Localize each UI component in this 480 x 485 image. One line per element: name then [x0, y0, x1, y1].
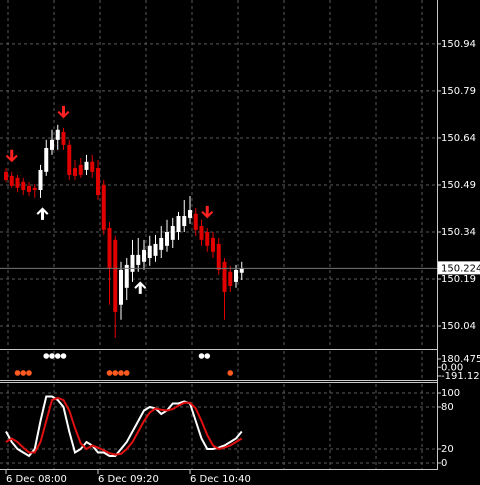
y-tick-label: 180.4751: [441, 354, 480, 365]
signal-dot: [60, 353, 67, 359]
y-tick-label: 80: [441, 402, 454, 413]
y-tick-label: 150.34: [441, 227, 476, 238]
candle-body: [182, 216, 187, 227]
candle-body: [21, 181, 26, 190]
candle-body: [147, 245, 152, 259]
candle-body: [124, 264, 129, 288]
candle-body: [188, 210, 192, 218]
signal-dot: [49, 353, 55, 359]
candle-body: [142, 249, 146, 262]
candle-body: [32, 187, 37, 190]
candle-body: [239, 268, 244, 273]
oscillator-line: [5, 395, 243, 458]
candle-body: [27, 185, 31, 192]
candle-body: [9, 175, 14, 186]
y-tick-label: 100: [441, 388, 460, 399]
candle-body: [38, 169, 43, 190]
y-tick-label: 150.04: [441, 321, 476, 332]
y-tick-label: 150.94: [441, 39, 476, 50]
signal-dot: [198, 353, 205, 359]
current-price-label: 150.224: [441, 263, 480, 274]
candle-body: [130, 254, 135, 272]
candle-body: [170, 226, 175, 240]
sell-arrow: [57, 105, 70, 119]
signal-dot: [227, 370, 234, 376]
candle-body: [96, 168, 100, 196]
candle-body: [205, 232, 210, 246]
candle-body: [15, 177, 20, 188]
candle-body: [113, 239, 118, 312]
candle-body: [107, 227, 112, 269]
y-tick-label: 150.19: [441, 274, 476, 285]
candle-body: [78, 164, 83, 175]
x-tick-label: 6 Dec 10:40: [190, 474, 251, 485]
signal-dot: [123, 370, 130, 376]
buy-arrow: [36, 207, 49, 220]
x-tick-label: 6 Dec 08:00: [6, 474, 67, 485]
candle-body: [165, 232, 169, 246]
current-price-box: [438, 261, 480, 275]
y-tick-label: 150.49: [441, 180, 476, 191]
sell-arrow: [201, 205, 214, 219]
candle-body: [234, 269, 238, 282]
signal-dot: [106, 370, 113, 376]
candle-body: [4, 171, 8, 180]
y-tick-label: -191.126: [441, 371, 480, 382]
sell-arrow: [5, 149, 18, 163]
signal-dot: [112, 370, 119, 376]
candle-body: [176, 216, 181, 232]
candle-body: [50, 139, 54, 150]
candle-body: [119, 269, 123, 305]
candle-body: [61, 131, 66, 145]
candle-body: [67, 144, 72, 175]
candle-body: [44, 147, 49, 172]
y-tick-label: 150.64: [441, 133, 476, 144]
candle-body: [73, 168, 77, 176]
signal-dot: [204, 353, 211, 359]
buy-arrow: [134, 281, 147, 294]
candle-body: [153, 243, 158, 256]
candle-body: [55, 129, 60, 140]
signal-dot: [43, 353, 50, 359]
candle-body: [84, 161, 89, 170]
y-tick-label: 0: [441, 458, 447, 469]
y-tick-label: 0.00: [441, 362, 463, 373]
candle-body: [199, 226, 204, 240]
y-tick-label: 150.79: [441, 86, 476, 97]
candle-body: [193, 213, 198, 230]
candle-body: [90, 161, 95, 172]
signal-dot: [118, 370, 124, 376]
candle-body: [101, 184, 106, 230]
signal-dot: [26, 370, 32, 376]
signal-dot: [20, 370, 27, 376]
candle-body: [216, 243, 221, 270]
y-tick-label: 20: [441, 444, 454, 455]
candle-body: [211, 237, 215, 252]
candle-body: [159, 237, 164, 250]
signal-dot: [14, 370, 21, 376]
candle-body: [136, 254, 141, 265]
x-tick-label: 6 Dec 09:20: [98, 474, 159, 485]
signal-dot: [54, 353, 61, 359]
candle-body: [222, 261, 227, 292]
candle-body: [228, 271, 233, 286]
oscillator-line: [5, 396, 243, 456]
